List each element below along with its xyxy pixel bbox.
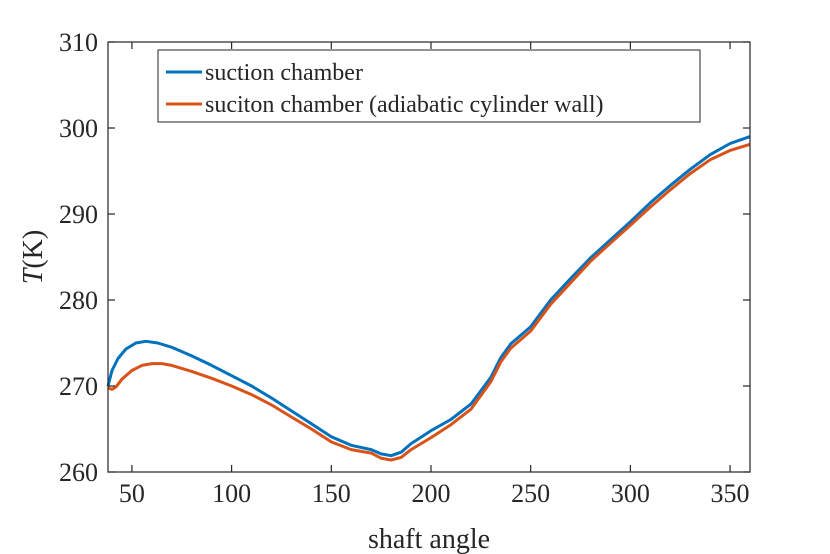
y-tick-label: 310 xyxy=(59,28,98,57)
x-tick-label: 350 xyxy=(711,479,750,508)
x-tick-label: 100 xyxy=(212,479,251,508)
series-line-1 xyxy=(107,142,751,462)
y-tick-label: 290 xyxy=(59,200,98,229)
x-tick-label: 200 xyxy=(411,479,450,508)
series-line-0 xyxy=(106,135,751,458)
legend: suction chamber suciton chamber (adiabat… xyxy=(157,49,701,123)
plot-area xyxy=(106,135,751,462)
legend-label-suction-chamber: suction chamber xyxy=(205,60,363,86)
legend-box xyxy=(157,49,701,123)
y-tick-label: 280 xyxy=(59,286,98,315)
x-tick-label: 50 xyxy=(119,479,145,508)
axis-tick-labels: 50 100 150 200 250 300 350 260 270 280 290 300 310 xyxy=(59,28,750,508)
y-tick-label: 300 xyxy=(59,114,98,143)
x-tick-label: 150 xyxy=(312,479,351,508)
y-axis-label-symbol: T xyxy=(18,266,49,284)
x-tick-label: 300 xyxy=(611,479,650,508)
x-axis-label: shaft angle xyxy=(368,524,490,554)
y-tick-label: 260 xyxy=(59,458,98,487)
y-axis-label-unit: (K) xyxy=(18,230,49,269)
y-tick-label: 270 xyxy=(59,372,98,401)
legend-label-suction-chamber-adiabatic: suciton chamber (adiabatic cylinder wall… xyxy=(205,92,604,118)
axes-box xyxy=(107,41,751,473)
x-tick-label: 250 xyxy=(511,479,550,508)
axis-ticks xyxy=(108,41,750,473)
y-axis-label: T(K) xyxy=(18,230,49,284)
